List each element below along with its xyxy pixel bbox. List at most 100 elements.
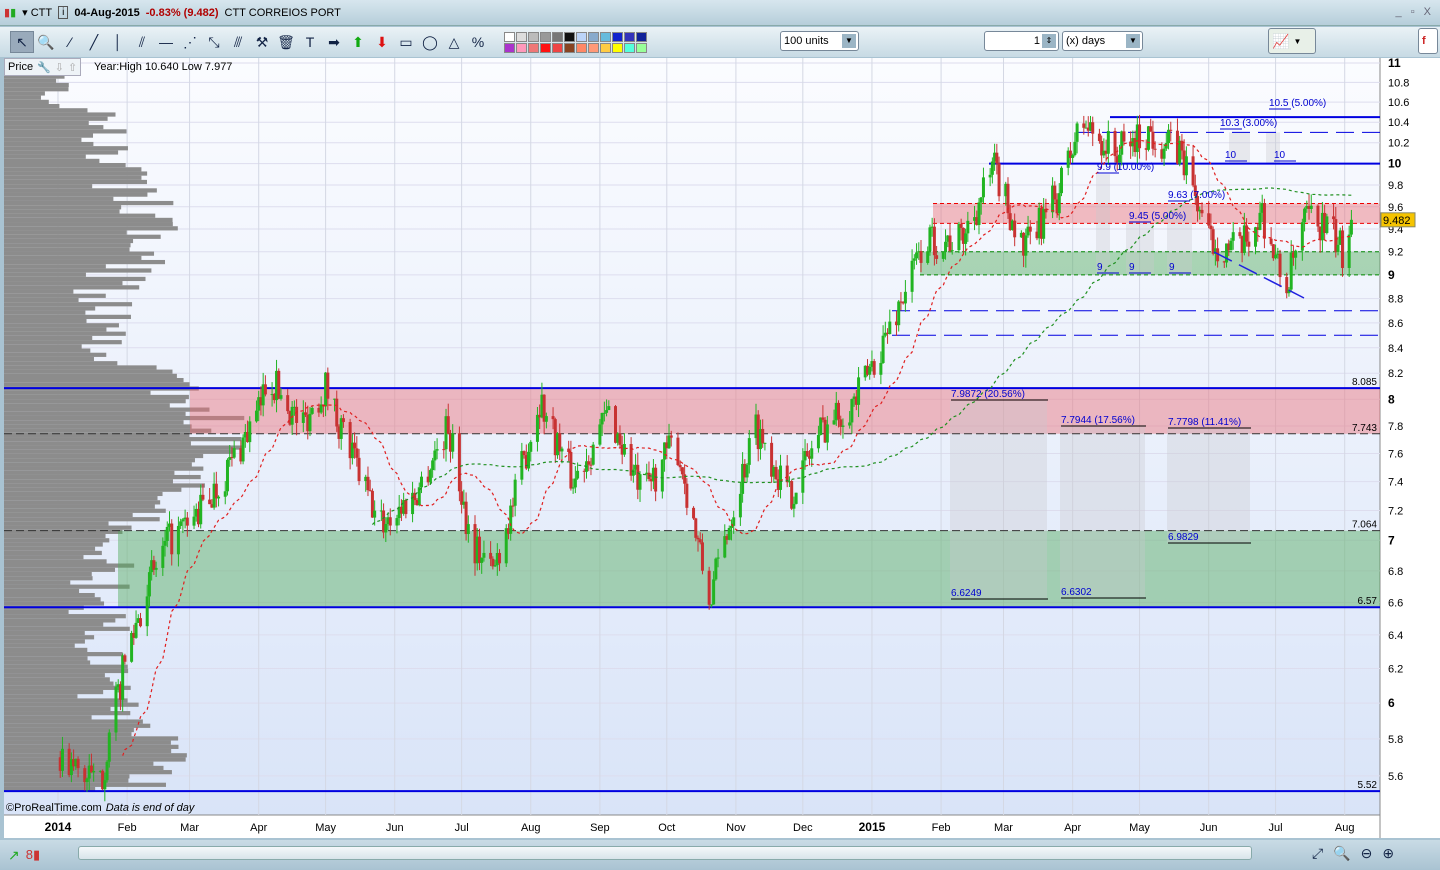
candle: [852, 393, 856, 407]
units-select[interactable]: 100 units ▼: [780, 31, 859, 51]
horizontal-scrollbar[interactable]: [78, 846, 1252, 860]
color-swatch[interactable]: [504, 42, 515, 53]
color-swatch[interactable]: [516, 31, 527, 42]
resize-tool-icon[interactable]: ⤡: [208, 33, 220, 50]
candle: [629, 437, 633, 481]
volume-profile-bar: [4, 428, 212, 433]
volume-profile-bar: [4, 289, 74, 294]
delete-tool-icon[interactable]: 🗑: [277, 33, 295, 50]
arrow-down-tool-icon[interactable]: ⬇: [376, 33, 388, 50]
y-tick-label: 9.8: [1388, 180, 1403, 192]
line-tool-icon[interactable]: ⁄: [68, 34, 72, 50]
zoom-reset-icon[interactable]: 🔍: [1333, 845, 1351, 861]
color-swatch[interactable]: [588, 42, 599, 53]
vertical-line-tool-icon[interactable]: │: [113, 34, 123, 50]
candle: [1004, 181, 1008, 206]
indicators-button[interactable]: 📈 ▼: [1268, 28, 1316, 54]
percent-retracement-tool-icon[interactable]: %: [471, 34, 485, 50]
color-swatch[interactable]: [636, 31, 647, 42]
volume-profile-bar: [4, 112, 116, 117]
ray-tool-icon[interactable]: ╱: [89, 33, 99, 50]
color-swatch[interactable]: [564, 31, 575, 42]
candle-body: [1289, 252, 1293, 290]
date-axis: [4, 815, 1380, 838]
candle-body: [442, 449, 446, 451]
chart-canvas[interactable]: 1110.810.610.410.2109.89.69.49.298.88.68…: [4, 56, 1440, 838]
chevron-down-icon[interactable]: ▼: [842, 34, 856, 48]
volume-profile-bar: [4, 78, 57, 83]
color-swatch[interactable]: [540, 31, 551, 42]
window-controls[interactable]: _ ▫ X: [1395, 6, 1434, 18]
color-swatch[interactable]: [576, 42, 587, 53]
candlestick-icon[interactable]: ▮▮: [4, 7, 17, 19]
price-chart[interactable]: 11 10.8 10.6 10.4 10.2 10 9.8 9.6 9.4 9.2 9 8.8 8.6 8…: [4, 56, 1440, 838]
candle-body: [1091, 122, 1095, 134]
text-tool-icon[interactable]: T: [305, 34, 315, 50]
arrow-right-tool-icon[interactable]: ➡: [328, 33, 340, 50]
candle: [1347, 225, 1351, 278]
color-swatch[interactable]: [624, 31, 635, 42]
color-swatch[interactable]: [516, 42, 527, 53]
chart-link-icon[interactable]: ↗: [8, 846, 20, 863]
chevron-down-icon[interactable]: ▼: [1126, 34, 1140, 48]
triangle-tool-icon[interactable]: △: [448, 33, 460, 50]
channel-tool-icon[interactable]: ⫽: [138, 33, 146, 50]
zoom-out-icon[interactable]: ⊖: [1360, 845, 1373, 861]
candle: [1196, 191, 1200, 222]
candle: [379, 499, 383, 521]
order-panel-toggle[interactable]: f: [1418, 28, 1438, 54]
period-unit-select[interactable]: (x) days ▼: [1062, 31, 1143, 51]
symbol-dropdown[interactable]: ▾ CTT: [22, 7, 53, 19]
color-swatch[interactable]: [552, 31, 563, 42]
volume-profile-bar: [4, 158, 100, 164]
candle-body: [1305, 205, 1309, 209]
candle: [326, 367, 330, 411]
color-swatch[interactable]: [564, 42, 575, 53]
candle: [1316, 204, 1320, 232]
volume-profile-bar: [4, 306, 96, 311]
color-swatch[interactable]: [504, 31, 515, 42]
color-swatch[interactable]: [540, 42, 551, 53]
color-swatch[interactable]: [528, 31, 539, 42]
y-tick-label: 7: [1388, 533, 1395, 547]
color-swatch[interactable]: [636, 42, 647, 53]
volume-profile-bar: [4, 91, 45, 96]
candle: [1269, 227, 1273, 246]
x-tick-label: Sep: [590, 822, 610, 834]
color-swatch[interactable]: [612, 42, 623, 53]
pointer-tool-icon[interactable]: ↖: [10, 31, 34, 53]
color-swatch[interactable]: [600, 31, 611, 42]
color-swatch[interactable]: [600, 42, 611, 53]
color-swatch[interactable]: [588, 31, 599, 42]
wrench-icon[interactable]: 🔧: [37, 61, 51, 74]
color-swatch[interactable]: [612, 31, 623, 42]
color-swatch[interactable]: [576, 31, 587, 42]
horizontal-line-tool-icon[interactable]: —: [159, 34, 173, 50]
rectangle-tool-icon[interactable]: ▭: [399, 33, 413, 50]
candle-body: [529, 441, 533, 452]
candle: [1019, 230, 1023, 238]
ellipse-tool-icon[interactable]: ◯: [422, 33, 438, 50]
color-swatch[interactable]: [624, 42, 635, 53]
x-tick-label: Nov: [726, 822, 746, 834]
arrow-up-tool-icon[interactable]: ⬆: [352, 33, 364, 50]
period-stepper[interactable]: 1 ⇕: [984, 31, 1059, 51]
zoom-in-icon[interactable]: ⊕: [1382, 845, 1395, 861]
fit-icon[interactable]: ⤢: [1312, 845, 1324, 861]
fan-tool-icon[interactable]: ⋰: [183, 33, 197, 50]
color-swatch[interactable]: [552, 42, 563, 53]
info-icon[interactable]: i: [58, 6, 69, 19]
move-up-icon[interactable]: ⇧: [67, 61, 78, 74]
chevron-down-icon[interactable]: ▼: [1293, 36, 1302, 46]
color-swatch[interactable]: [528, 42, 539, 53]
zoom-tool-icon[interactable]: 🔍: [37, 33, 55, 50]
parallel-tool-icon[interactable]: ⫻: [233, 33, 243, 50]
candle: [1309, 194, 1313, 214]
candle-body: [270, 394, 274, 396]
properties-tool-icon[interactable]: ⚒: [255, 33, 269, 50]
chart-style-icon[interactable]: 8▮: [25, 847, 41, 862]
move-down-icon[interactable]: ⇩: [54, 61, 64, 74]
candle-body: [542, 394, 546, 422]
stepper-arrows-icon[interactable]: ⇕: [1042, 34, 1056, 48]
volume-profile-bar: [4, 268, 152, 273]
